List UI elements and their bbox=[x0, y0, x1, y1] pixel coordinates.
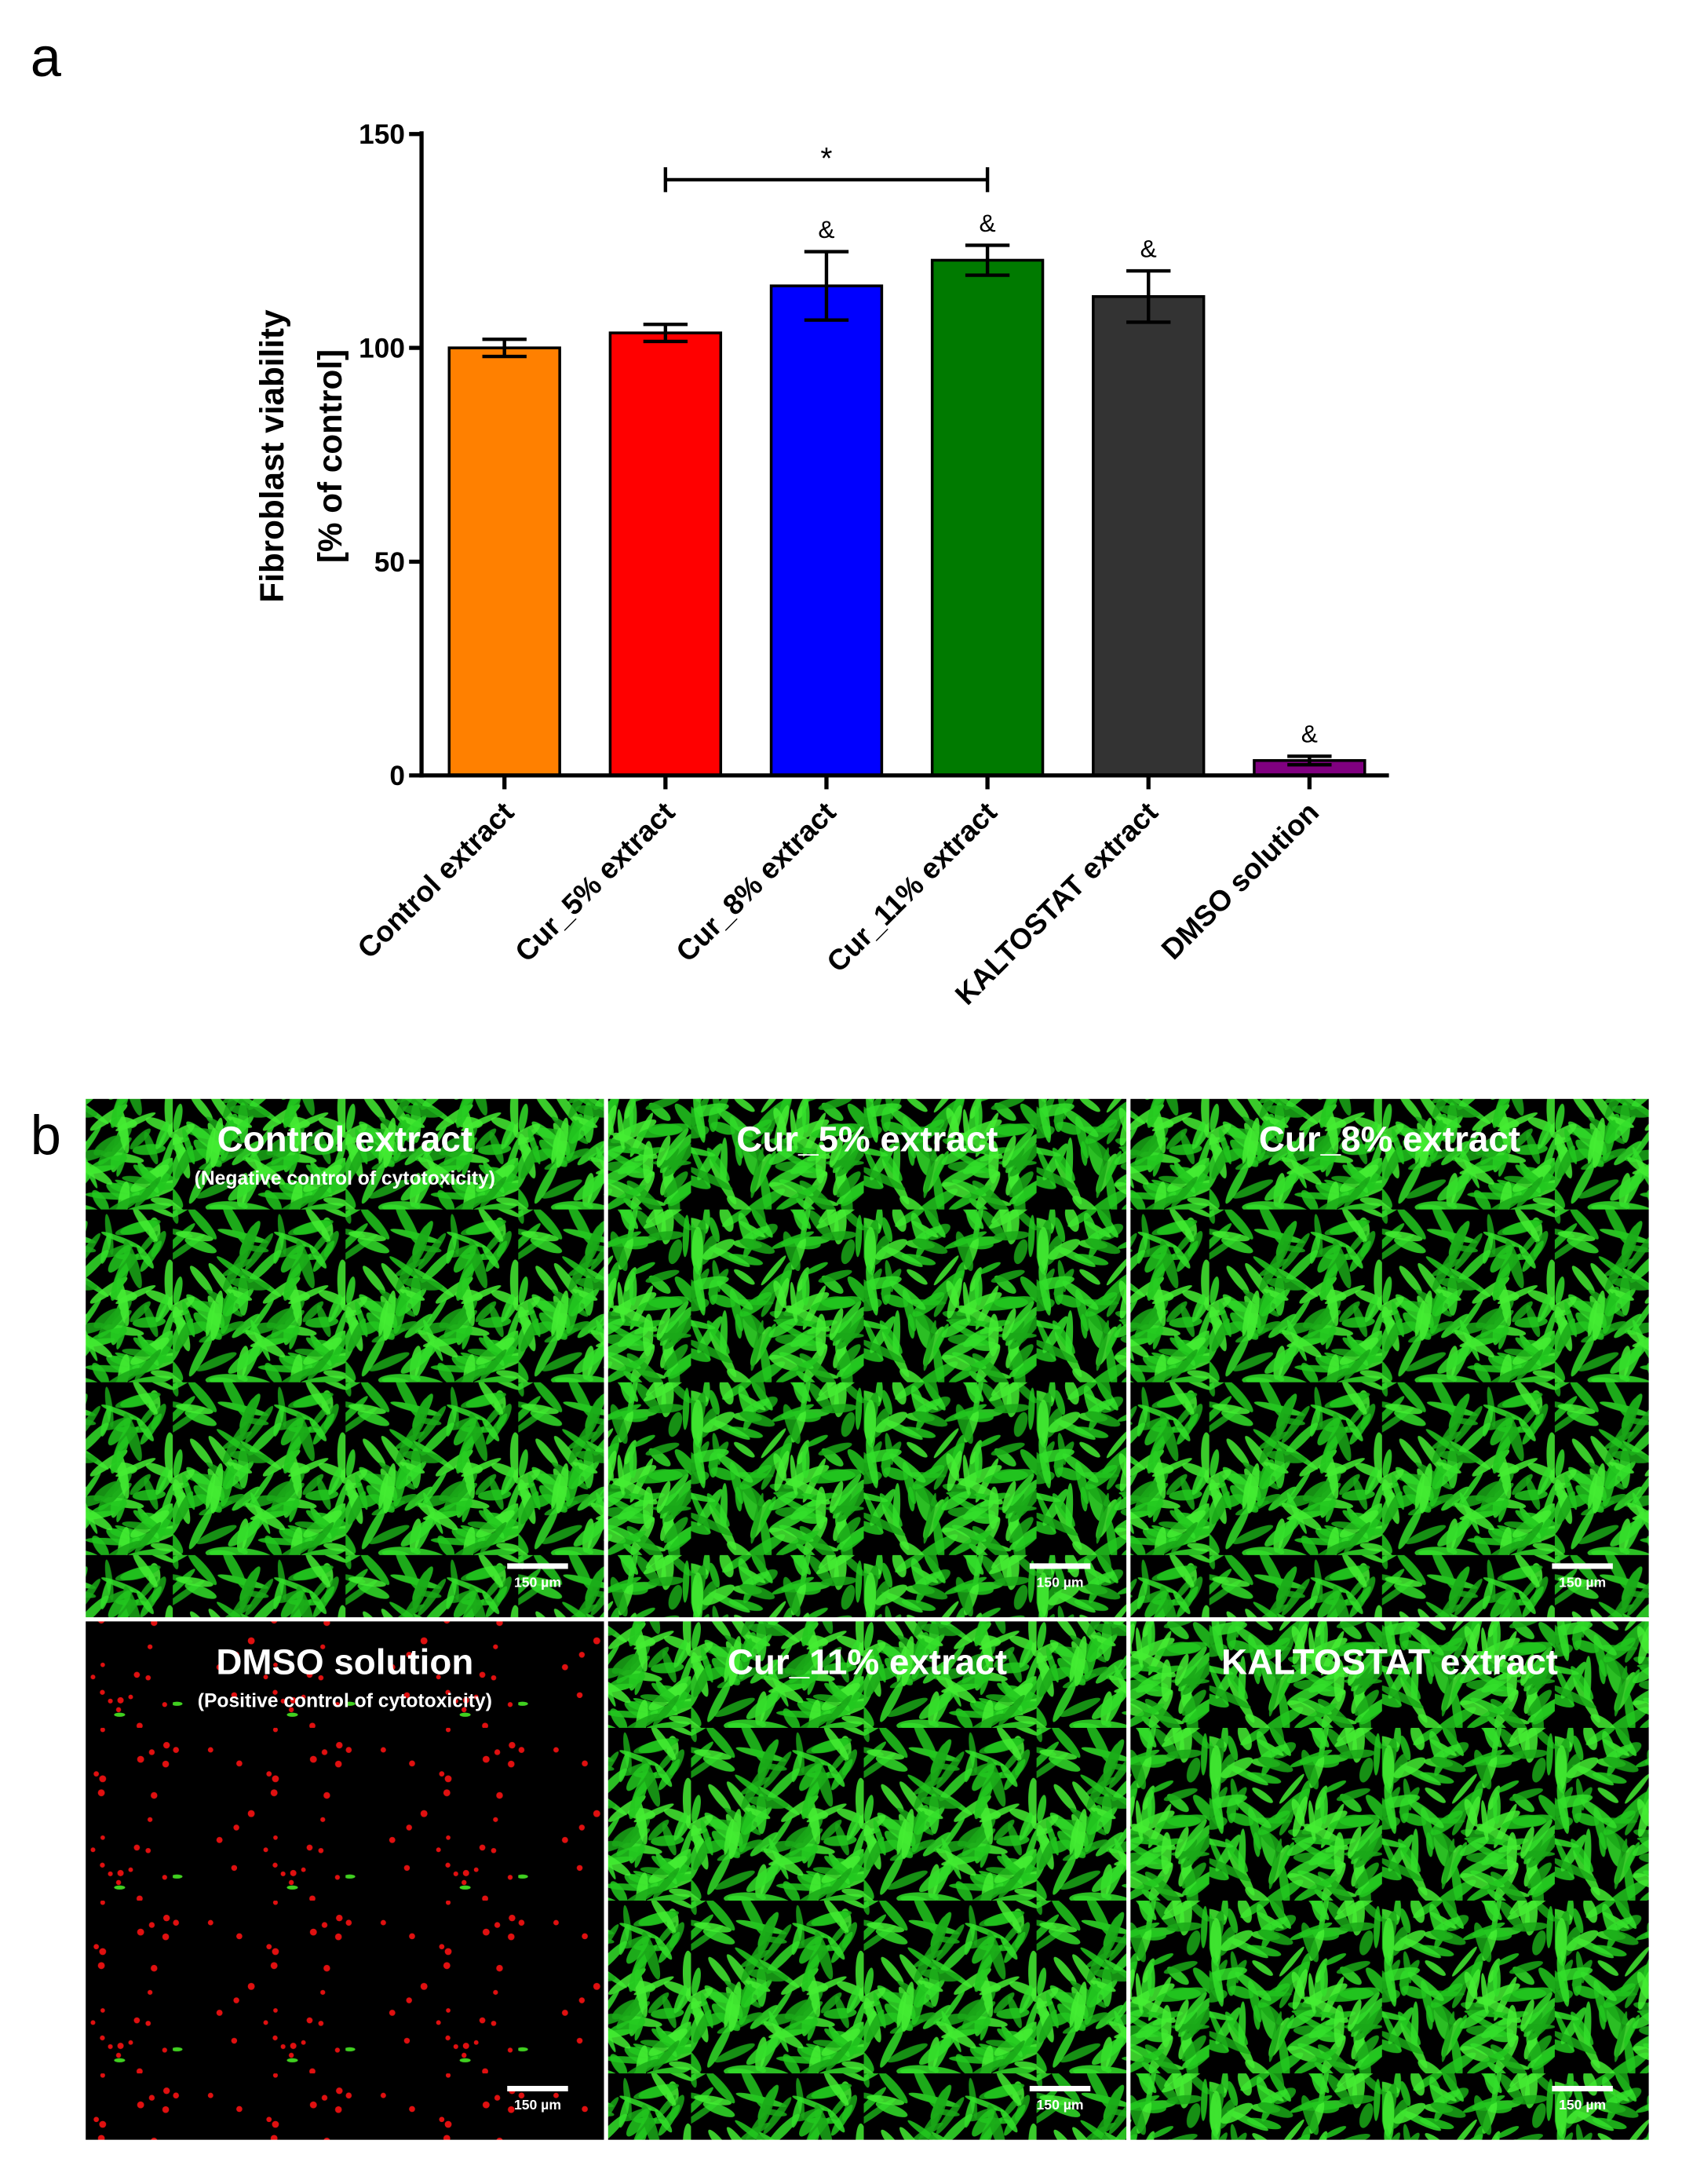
y-tick-label: 100 bbox=[359, 333, 405, 363]
image-subtitle: (Negative control of cytotoxicity) bbox=[195, 1168, 495, 1189]
image-title: Cur_11% extract bbox=[728, 1642, 1007, 1682]
x-tick-label: Cur_8% extract bbox=[670, 796, 841, 968]
scale-bar-label: 150 µm bbox=[514, 1574, 561, 1590]
scale-bar-label: 150 µm bbox=[1037, 2097, 1084, 2113]
image-title: KALTOSTAT extract bbox=[1221, 1642, 1558, 1682]
bar bbox=[769, 284, 884, 777]
scale-bar-label: 150 µm bbox=[514, 2097, 561, 2113]
micrograph bbox=[1130, 1621, 1649, 2140]
image-title: DMSO solution bbox=[216, 1642, 473, 1682]
x-tick-label: Cur_5% extract bbox=[509, 796, 680, 968]
annotation: & bbox=[1301, 720, 1318, 748]
micrograph bbox=[608, 1098, 1127, 1618]
y-tick-label: 150 bbox=[359, 119, 405, 150]
y-axis-label: [% of control] bbox=[312, 349, 348, 563]
image-subtitle: (Positive control of cytotoxicity) bbox=[198, 1691, 492, 1712]
scale-bar-label: 150 µm bbox=[1559, 2097, 1606, 2113]
y-tick-label: 50 bbox=[374, 547, 405, 578]
x-tick-label: Control extract bbox=[352, 796, 520, 965]
annotation: & bbox=[818, 215, 834, 243]
annotation: & bbox=[980, 209, 996, 237]
x-tick-label: Cur_11% extract bbox=[820, 796, 1002, 978]
image-title: Cur_5% extract bbox=[736, 1119, 998, 1160]
annotation: & bbox=[1140, 234, 1157, 262]
micrograph bbox=[86, 1621, 604, 2140]
image-title: Control extract bbox=[217, 1119, 473, 1160]
bar bbox=[608, 331, 723, 777]
bar bbox=[447, 346, 561, 777]
significance-label: * bbox=[820, 142, 832, 176]
x-tick-label: DMSO solution bbox=[1155, 796, 1325, 966]
micrograph bbox=[608, 1621, 1127, 2140]
panel-label: b bbox=[31, 1104, 61, 1166]
image-title: Cur_8% extract bbox=[1259, 1119, 1520, 1160]
scale-bar-label: 150 µm bbox=[1559, 1574, 1606, 1590]
y-tick-label: 0 bbox=[389, 761, 405, 791]
bar bbox=[930, 258, 1045, 777]
y-axis-label: Fibroblast viability bbox=[254, 309, 290, 603]
bar bbox=[1092, 295, 1206, 777]
scale-bar-label: 150 µm bbox=[1037, 1574, 1084, 1590]
panel-label: a bbox=[31, 26, 62, 88]
micrograph bbox=[1130, 1098, 1649, 1618]
micrograph bbox=[86, 1098, 604, 1618]
